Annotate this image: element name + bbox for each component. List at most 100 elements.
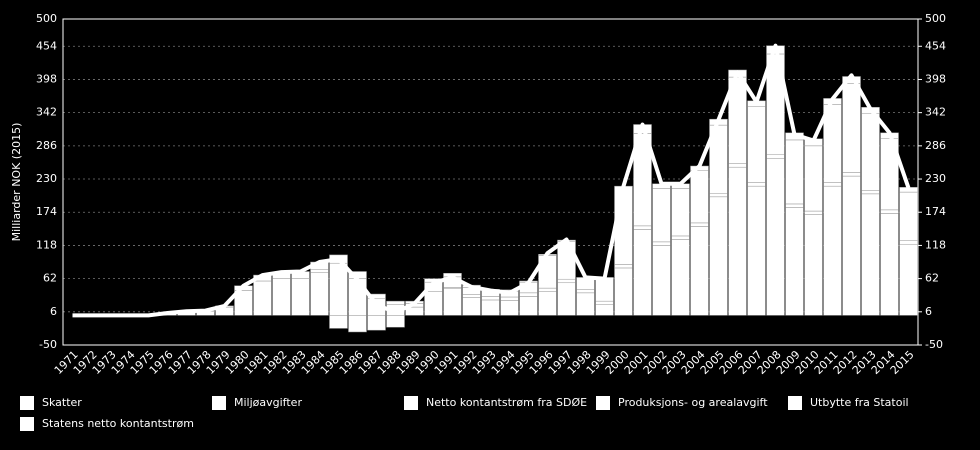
bar-segment	[462, 297, 481, 316]
bar-segment	[823, 185, 842, 316]
bar-segment	[823, 182, 842, 187]
bar-segment	[842, 83, 861, 173]
bar-segment	[690, 170, 709, 224]
legend-label: Utbytte fra Statoil	[810, 396, 909, 409]
y2-tick-label: 230	[925, 172, 946, 185]
bar-segment	[633, 225, 652, 230]
y-tick-label: 500	[36, 12, 57, 25]
bar-segment	[861, 190, 880, 195]
bar-segment	[500, 300, 519, 316]
legend-swatch	[20, 396, 34, 410]
bar-segment	[614, 267, 633, 316]
bar-segment	[519, 296, 538, 316]
bar-segment	[291, 278, 310, 316]
legend-label: Statens netto kontantstrøm	[42, 417, 194, 430]
bar-segment	[728, 166, 747, 316]
bar-segment	[462, 294, 481, 298]
y2-tick-label: -50	[925, 338, 943, 351]
legend-swatch	[404, 396, 418, 410]
bar-segment	[652, 188, 671, 243]
plot-frame	[62, 18, 919, 346]
bar-segment	[842, 175, 861, 316]
y-tick-label: 174	[36, 205, 57, 218]
bar-segment	[899, 187, 918, 193]
bar-segment	[899, 240, 918, 245]
bar-segment	[804, 210, 823, 215]
bar-segment	[804, 145, 823, 212]
y2-tick-label: 342	[925, 106, 946, 119]
legend-swatch	[212, 396, 226, 410]
bar-segment	[576, 289, 595, 294]
y-tick-label: 62	[43, 272, 57, 285]
bar-segment	[424, 291, 443, 316]
bar-segment	[367, 315, 386, 331]
legend-label: Skatter	[42, 396, 82, 409]
bar-segment	[804, 214, 823, 316]
bar-segment	[253, 280, 272, 316]
y-tick-label: 6	[50, 305, 57, 318]
y2-tick-label: 174	[925, 205, 946, 218]
bar-segment	[652, 241, 671, 246]
bar-segment	[652, 245, 671, 316]
bar-segment	[728, 163, 747, 168]
bar-segment	[595, 300, 614, 305]
bar-segment	[557, 278, 576, 284]
bar-segment	[310, 269, 329, 273]
bar-segment	[690, 222, 709, 227]
bar-segment	[329, 262, 348, 316]
bar-segment	[747, 185, 766, 316]
bar-segment	[272, 278, 291, 316]
legend-swatch	[596, 396, 610, 410]
bar-segment	[386, 300, 405, 305]
bar-segment	[519, 292, 538, 297]
bar-segment	[367, 293, 386, 300]
bar-segment	[842, 172, 861, 177]
bar-segment	[861, 193, 880, 316]
bar-segment	[899, 191, 918, 241]
y-tick-label: 230	[36, 172, 57, 185]
bar-segment	[633, 229, 652, 316]
legend-label: Produksjons- og arealavgift	[618, 396, 768, 409]
bar-segment	[747, 182, 766, 187]
bar-segment	[348, 278, 367, 316]
bar-segment	[443, 288, 462, 316]
bar-segment	[671, 188, 690, 237]
bar-segment	[481, 299, 500, 316]
bar-segment	[595, 304, 614, 316]
bar-segment	[690, 226, 709, 316]
y2-tick-label: 500	[925, 12, 946, 25]
bar-segment	[671, 235, 690, 240]
y-tick-label: 342	[36, 106, 57, 119]
y2-tick-label: 454	[925, 39, 946, 52]
legend-swatch	[20, 417, 34, 431]
bar-segment	[386, 315, 405, 328]
bar-segment	[481, 296, 500, 301]
y2-tick-label: 398	[925, 72, 946, 85]
bar-segment	[538, 291, 557, 316]
y-tick-label: 118	[36, 238, 57, 251]
line	[72, 43, 911, 318]
bar-segment	[614, 264, 633, 269]
bar-segment	[709, 193, 728, 198]
bar-segment	[595, 277, 614, 302]
bar-segment	[861, 112, 880, 191]
y2-tick-label: 118	[925, 238, 946, 251]
bar-segment	[766, 154, 785, 159]
legend-label: Netto kontantstrøm fra SDØE	[426, 396, 587, 409]
bar-segment	[500, 296, 519, 301]
legend-swatch	[788, 396, 802, 410]
bar-segment	[747, 106, 766, 183]
bar-segment	[785, 207, 804, 316]
bar-segment	[880, 213, 899, 316]
y-tick-label: 286	[36, 139, 57, 152]
bar-segment	[576, 292, 595, 316]
bar-segment	[348, 315, 367, 333]
bar-segment	[329, 315, 348, 329]
bar-segment	[785, 139, 804, 205]
y-axis-label: Milliarder NOK (2015)	[10, 123, 23, 242]
bar-segment	[880, 209, 899, 214]
bar-segment	[766, 158, 785, 316]
bar-segment	[899, 243, 918, 316]
y-tick-label: -50	[39, 338, 57, 351]
